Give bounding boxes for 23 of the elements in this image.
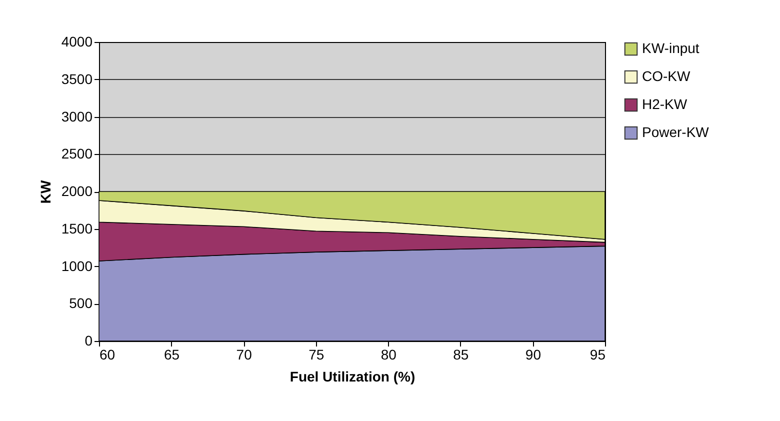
y-tick-label: 500 bbox=[69, 295, 93, 312]
legend-label: Power-KW bbox=[642, 124, 710, 140]
x-axis-title: Fuel Utilization (%) bbox=[290, 368, 416, 384]
x-tick-label: 65 bbox=[164, 346, 180, 362]
x-tick-label: 95 bbox=[590, 346, 606, 362]
y-tick-label: 1500 bbox=[61, 220, 93, 236]
x-tick-label: 70 bbox=[236, 346, 252, 362]
x-tick-label: 85 bbox=[453, 346, 469, 362]
x-tick-label: 75 bbox=[308, 346, 324, 362]
x-tick-label: 90 bbox=[525, 346, 542, 362]
y-tick-label: 2000 bbox=[61, 183, 93, 199]
y-tick-label: 3500 bbox=[61, 70, 93, 87]
legend-label: KW-input bbox=[642, 40, 700, 56]
y-tick-label: 4000 bbox=[61, 34, 93, 50]
x-tick-label: 60 bbox=[100, 346, 116, 362]
legend-label: CO-KW bbox=[642, 68, 691, 84]
x-tick-label: 80 bbox=[380, 346, 397, 362]
y-tick-label: 0 bbox=[84, 332, 93, 348]
y-tick-label: 1000 bbox=[61, 258, 93, 274]
y-tick-label: 2500 bbox=[61, 146, 93, 162]
y-tick-label: 3000 bbox=[61, 108, 93, 124]
y-axis-title: KW bbox=[37, 180, 54, 204]
legend-label: H2-KW bbox=[642, 96, 688, 112]
